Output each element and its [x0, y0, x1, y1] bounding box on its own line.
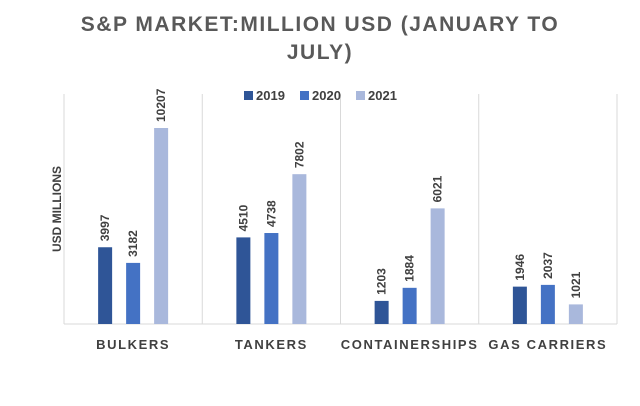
data-label: 3182: [126, 230, 140, 257]
bar-gas-carriers-2020: [540, 284, 555, 324]
category-label-bulkers: BULKERS: [96, 337, 170, 352]
bar-bulkers-2021: [154, 128, 169, 324]
bar-bulkers-2019: [98, 247, 113, 324]
chart-title-line-2: JULY): [286, 41, 354, 64]
legend-swatch-2020: [300, 91, 309, 100]
data-label: 1203: [375, 268, 389, 295]
legend-label-2019: 2019: [256, 88, 285, 103]
legend-swatch-2021: [356, 91, 365, 100]
bar-gas-carriers-2021: [568, 304, 583, 324]
chart-title-line-1: S&P MARKET:MILLION USD (JANUARY TO: [80, 13, 560, 36]
data-label: 3997: [98, 214, 112, 241]
data-label: 1021: [569, 271, 583, 298]
legend-label-2021: 2021: [368, 88, 397, 103]
data-label: 6021: [431, 175, 445, 202]
bar-tankers-2019: [236, 237, 251, 324]
y-axis-label: USD MILLIONS: [50, 166, 64, 252]
category-label-containerships: CONTAINERSHIPS: [341, 337, 479, 352]
data-label: 4510: [236, 204, 250, 231]
data-label: 4738: [264, 200, 278, 227]
bar-gas-carriers-2019: [512, 286, 527, 324]
data-label: 10207: [154, 88, 168, 122]
legend-label-2020: 2020: [312, 88, 341, 103]
bar-containerships-2019: [374, 300, 389, 324]
legend-swatch-2019: [244, 91, 253, 100]
data-label: 7802: [292, 141, 306, 168]
data-label: 2037: [541, 252, 555, 279]
category-label-tankers: TANKERS: [235, 337, 308, 352]
data-label: 1946: [513, 254, 527, 281]
bar-tankers-2021: [292, 174, 307, 324]
bar-bulkers-2020: [126, 262, 141, 324]
bar-tankers-2020: [264, 233, 279, 324]
category-label-gas-carriers: GAS CARRIERS: [488, 337, 607, 352]
bar-containerships-2021: [430, 208, 445, 324]
data-label: 1884: [403, 255, 417, 282]
bar-containerships-2020: [402, 287, 417, 324]
